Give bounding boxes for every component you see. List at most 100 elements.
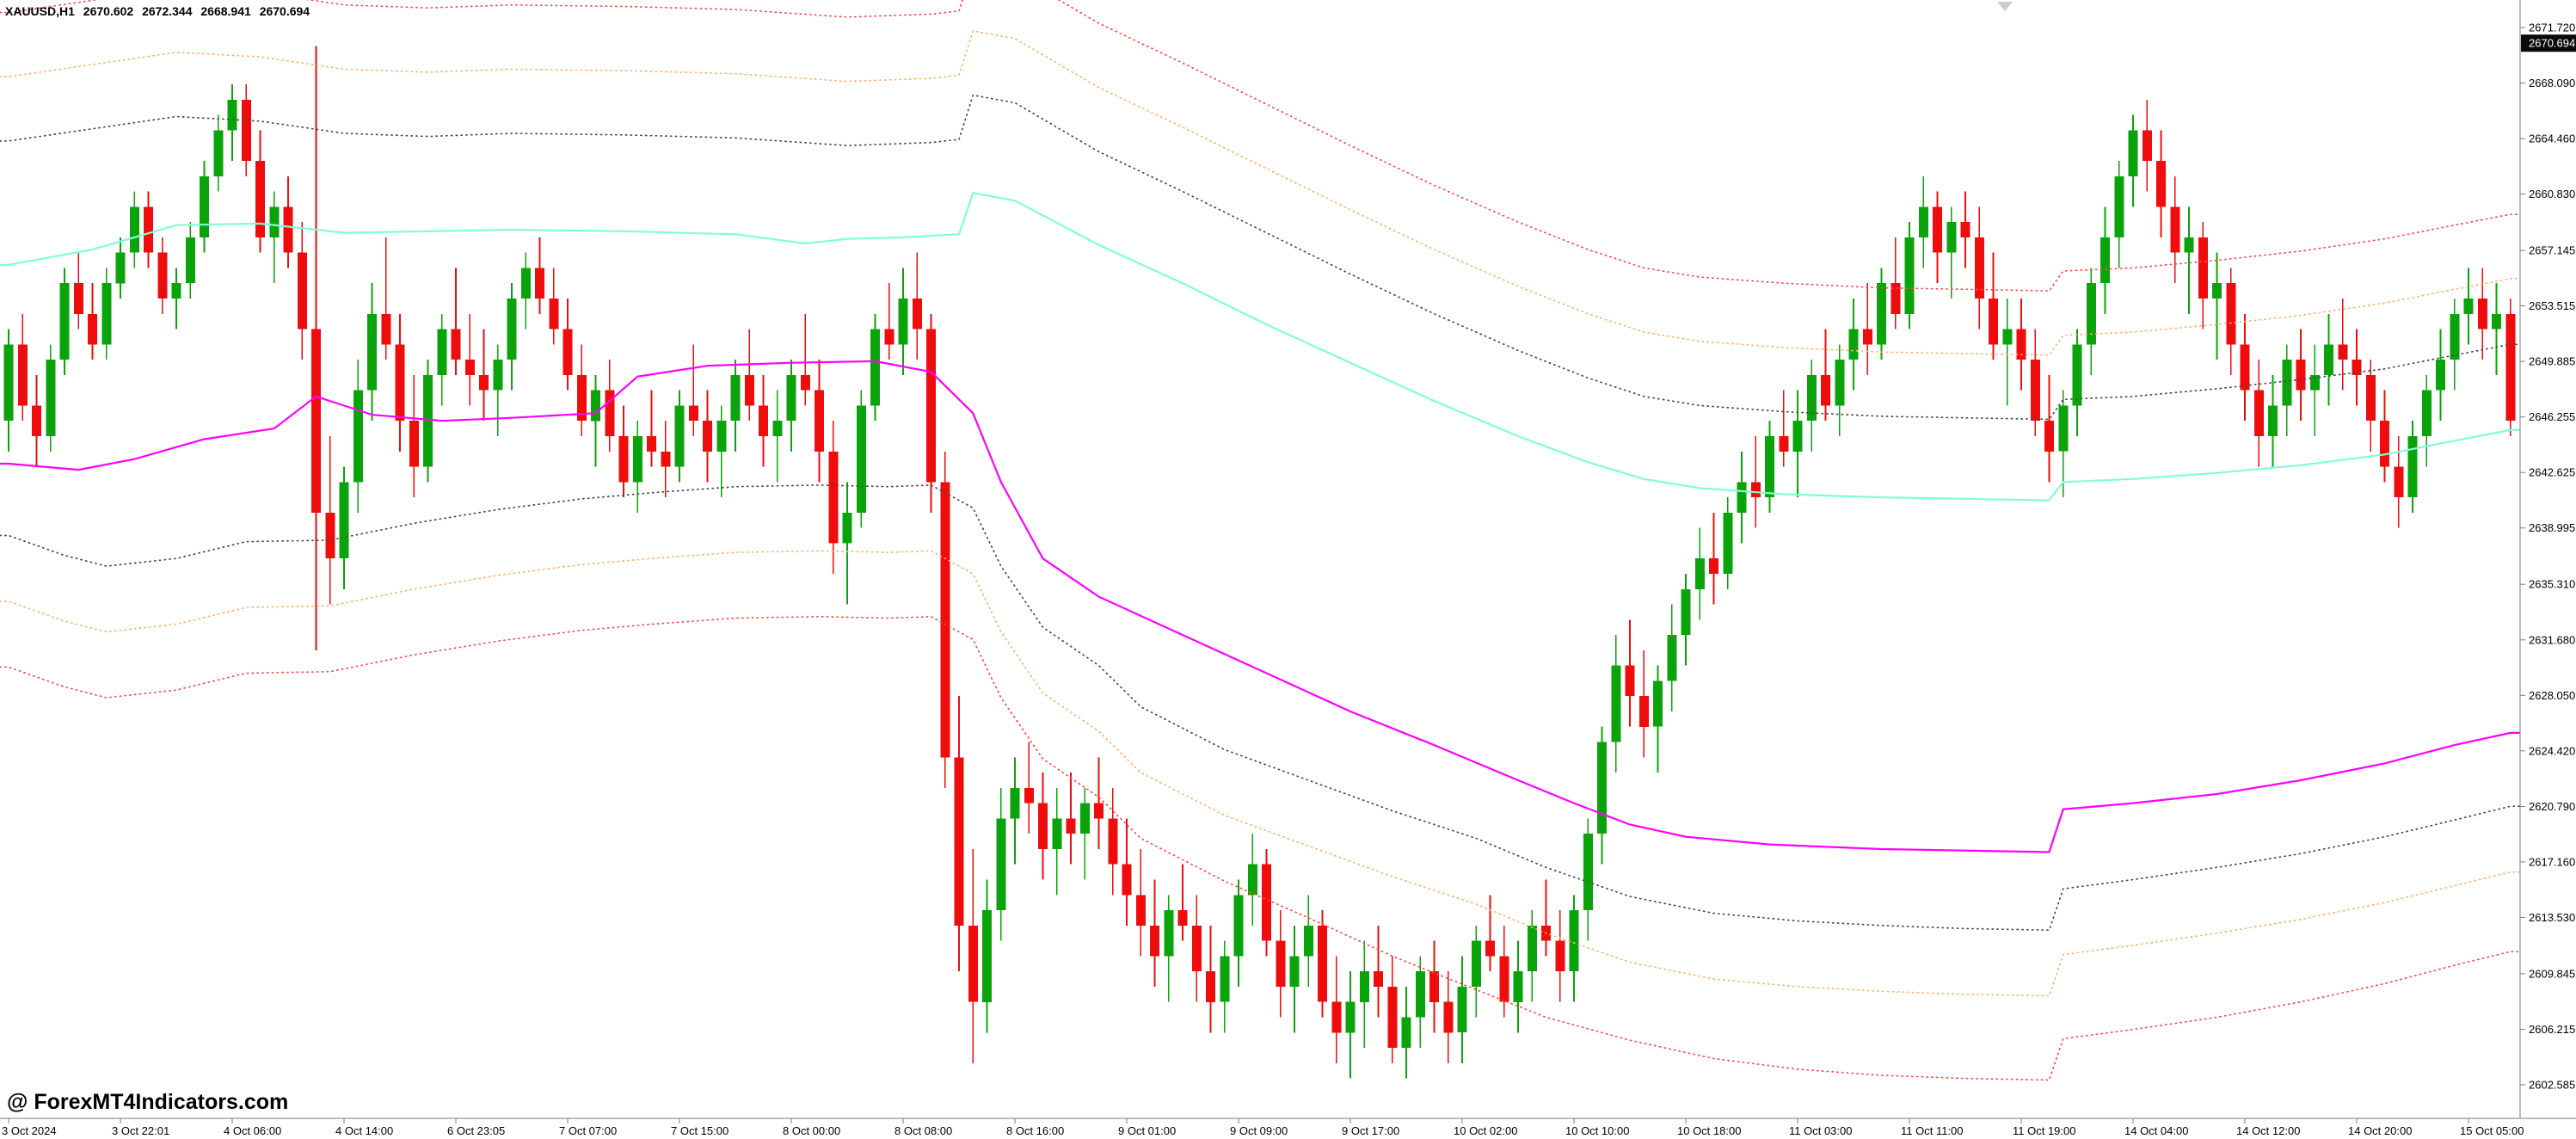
bear-candle	[88, 313, 97, 345]
bear-candle	[940, 482, 950, 758]
bull-candle	[213, 130, 224, 176]
bull-candle	[101, 283, 112, 345]
band-upper-outer-red	[0, 0, 2521, 292]
bull-candle	[856, 405, 866, 513]
price-axis-label: 2642.625	[2529, 466, 2575, 479]
price-axis-label: 2671.720	[2529, 22, 2575, 34]
symbol-timeframe: XAUUSD,H1	[5, 4, 75, 18]
bear-candle	[1177, 910, 1188, 926]
bull-candle	[2492, 313, 2501, 329]
bear-candle	[968, 925, 978, 1002]
bear-candle	[1485, 940, 1495, 957]
bull-candle	[227, 99, 237, 131]
bull-candle	[115, 252, 126, 284]
bull-candle	[437, 329, 447, 375]
price-axis-label: 2649.885	[2529, 355, 2575, 368]
bear-candle	[1038, 803, 1048, 849]
bull-candle	[1471, 940, 1481, 987]
ohlc-open: 2670.602	[83, 4, 134, 18]
bear-candle	[1974, 237, 1984, 299]
bear-candle	[1024, 787, 1034, 803]
bear-candle	[1989, 299, 1998, 345]
ohlc-low: 2668.941	[200, 4, 251, 18]
bear-candle	[1374, 971, 1383, 987]
watermark: @ ForexMT4Indicators.com	[7, 1090, 289, 1114]
bull-candle	[1694, 558, 1705, 589]
bull-candle	[730, 374, 741, 422]
chart-title: XAUUSD,H1 2670.602 2672.344 2668.941 267…	[5, 4, 315, 18]
bear-candle	[1429, 971, 1439, 1002]
bear-candle	[576, 374, 587, 422]
band-lower-inner-black	[0, 484, 2521, 932]
bear-candle	[2365, 374, 2376, 422]
bull-candle	[2184, 237, 2194, 253]
price-axis-label: 2624.420	[2529, 744, 2575, 757]
bull-candle	[898, 299, 908, 345]
bull-candle	[2421, 390, 2432, 436]
chart-shift-marker[interactable]	[1997, 2, 2013, 11]
time-axis-label: 8 Oct 08:00	[895, 1124, 952, 1137]
bear-candle	[954, 757, 964, 926]
bear-candle	[1135, 895, 1146, 926]
bear-candle	[17, 344, 28, 406]
bull-candle	[591, 390, 600, 422]
bull-candle	[507, 299, 517, 360]
bull-candle	[1303, 925, 1313, 957]
ohlc-close: 2670.694	[259, 4, 310, 18]
price-axis-label: 2635.310	[2529, 578, 2575, 591]
bear-candle	[563, 329, 573, 375]
bear-candle	[241, 99, 251, 161]
bull-candle	[1010, 787, 1020, 819]
bear-candle	[2380, 421, 2389, 467]
bull-candle	[269, 206, 280, 237]
bull-candle	[772, 421, 783, 436]
bear-candle	[1499, 956, 1509, 1002]
bull-candle	[2324, 344, 2333, 375]
indicator-bands	[0, 0, 2521, 1081]
bear-candle	[549, 299, 559, 329]
bear-candle	[688, 405, 698, 422]
bear-candle	[815, 390, 824, 452]
bull-candle	[1457, 986, 1467, 1033]
bull-candle	[171, 283, 181, 299]
time-axis-label: 4 Oct 06:00	[224, 1124, 281, 1137]
bear-candle	[1094, 803, 1104, 819]
bull-candle	[1052, 818, 1062, 849]
time-axis-label: 4 Oct 14:00	[335, 1124, 393, 1137]
bear-candle	[535, 268, 544, 299]
bear-candle	[618, 436, 629, 483]
bear-candle	[144, 206, 153, 253]
bear-candle	[1331, 1001, 1342, 1033]
bull-candle	[1583, 834, 1593, 911]
bear-candle	[884, 329, 895, 345]
bull-candle	[2072, 344, 2082, 406]
time-axis-label: 10 Oct 02:00	[1454, 1124, 1517, 1137]
bull-candle	[786, 374, 796, 422]
time-axis-label: 3 Oct 22:01	[112, 1124, 169, 1137]
bear-candle	[1625, 665, 1635, 697]
price-axis-label: 2606.215	[2529, 1023, 2575, 1036]
bear-candle	[451, 329, 461, 360]
bull-candle	[1653, 680, 1663, 727]
time-axis[interactable]: 3 Oct 2024 3 Oct 22:01 4 Oct 06:00 4 Oct 14…	[0, 1117, 2576, 1137]
bear-candle	[1318, 925, 1327, 1002]
bear-candle	[800, 374, 810, 391]
bull-candle	[1289, 956, 1300, 987]
bear-candle	[1638, 696, 1649, 727]
bear-candle	[2170, 206, 2180, 253]
price-axis-label: 2609.845	[2529, 967, 2575, 980]
time-axis-label: 3 Oct 2024	[2, 1124, 57, 1137]
time-axis-label: 11 Oct 11:00	[1901, 1124, 1964, 1137]
bear-candle	[2226, 283, 2236, 345]
price-axis[interactable]: 2671.720 2668.090 2664.460 2660.830 2657.145…	[2519, 0, 2576, 1118]
bull-candle	[2436, 360, 2445, 391]
bear-candle	[1933, 206, 1942, 253]
bull-candle	[1345, 1001, 1356, 1033]
bear-candle	[32, 405, 41, 436]
bull-candle	[632, 436, 642, 483]
bear-candle	[464, 360, 475, 375]
bull-candle	[2212, 283, 2222, 299]
bear-candle	[479, 374, 489, 391]
bear-candle	[1108, 818, 1118, 865]
